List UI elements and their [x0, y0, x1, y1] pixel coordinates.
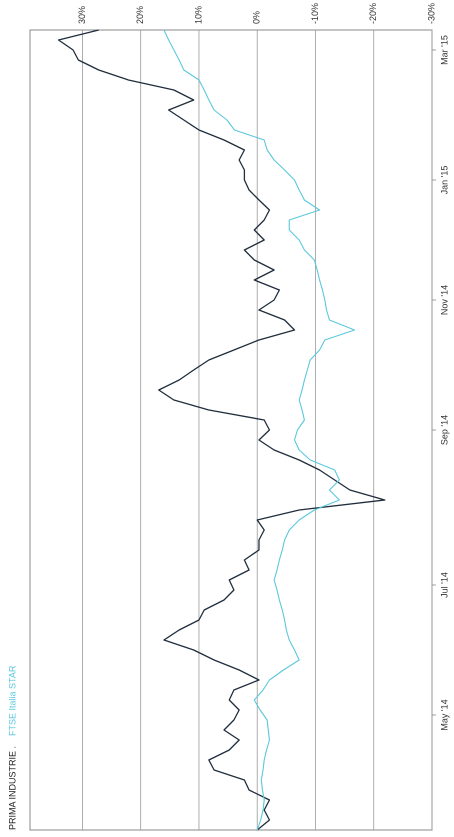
x-tick-label: Jul '14 [439, 572, 449, 598]
plot-frame [29, 29, 433, 831]
y-tick-label: 0% [252, 11, 262, 24]
y-tick-label: -20% [368, 3, 378, 24]
legend-entry: FTSE Italia STAR [7, 665, 17, 736]
y-tick-label: 10% [193, 6, 203, 24]
x-tick-label: Mar '15 [439, 35, 449, 65]
x-tick-label: Jan '15 [439, 166, 449, 195]
x-tick-label: Nov '14 [439, 285, 449, 315]
series-line [57, 29, 386, 831]
y-tick-label: 20% [135, 6, 145, 24]
x-tick-label: Sep '14 [439, 415, 449, 445]
y-tick-label: 30% [77, 6, 87, 24]
series-line [163, 29, 356, 831]
y-tick-label: -30% [426, 3, 436, 24]
y-tick-label: -10% [310, 3, 320, 24]
rotated-plot: 30% 20% 10% 0% -10% -20% -30% May '14 Jul '14 Sep… [7, 3, 449, 831]
x-tick-label: May '14 [439, 699, 449, 730]
legend-entry: PRIMA INDUSTRIE . [7, 746, 17, 830]
